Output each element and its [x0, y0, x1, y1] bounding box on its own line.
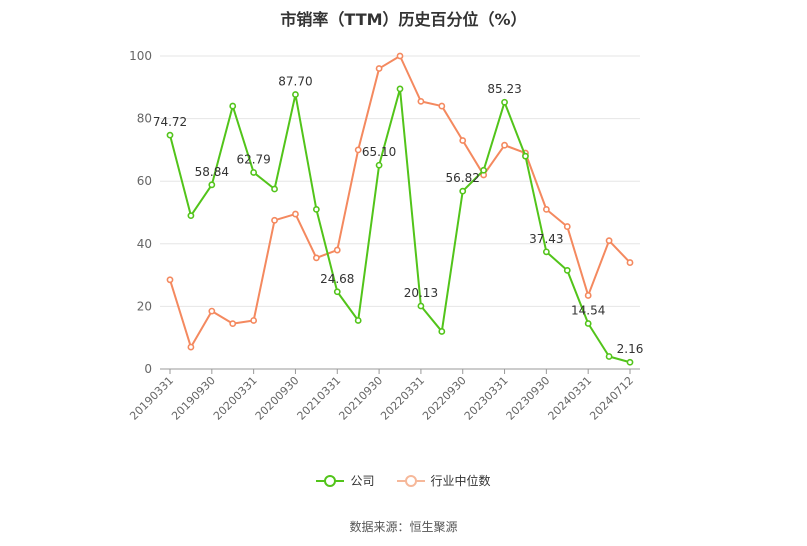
legend: 公司 行业中位数: [0, 472, 807, 489]
data-point-industry-median[interactable]: [605, 237, 613, 245]
data-point-company[interactable]: [605, 353, 613, 360]
data-label: 37.43: [529, 232, 563, 246]
data-point-company[interactable]: [375, 161, 383, 169]
data-point-company[interactable]: [354, 317, 362, 324]
data-label: 85.23: [487, 82, 521, 96]
legend-label-industry-median: 行业中位数: [430, 474, 491, 488]
data-label: 65.10: [362, 145, 396, 159]
x-tick-label: 20190930: [169, 374, 218, 423]
data-point-industry-median[interactable]: [166, 276, 174, 284]
legend-swatch-company: [316, 474, 345, 488]
y-tick-label: 100: [129, 49, 152, 63]
data-point-industry-median[interactable]: [229, 320, 237, 328]
data-point-industry-median[interactable]: [396, 52, 404, 60]
data-point-company[interactable]: [396, 85, 404, 93]
data-point-company[interactable]: [542, 248, 550, 256]
data-label: 58.84: [195, 165, 229, 179]
data-point-industry-median[interactable]: [250, 317, 258, 324]
data-point-industry-median[interactable]: [417, 97, 425, 105]
data-point-industry-median[interactable]: [459, 137, 467, 144]
data-point-company[interactable]: [312, 205, 320, 213]
x-tick-label: 20220930: [420, 374, 469, 423]
data-label: 56.82: [446, 171, 480, 185]
data-point-industry-median[interactable]: [501, 141, 508, 149]
x-tick-label: 20240712: [587, 374, 636, 423]
data-label: 87.70: [278, 74, 312, 88]
chart-title: 市销率（TTM）历史百分位（%）: [280, 10, 527, 29]
data-point-company[interactable]: [250, 169, 258, 176]
data-point-industry-median[interactable]: [354, 146, 362, 154]
data-point-company[interactable]: [187, 212, 195, 220]
legend-item-industry-median[interactable]: 行业中位数: [396, 472, 491, 489]
data-point-industry-median[interactable]: [292, 210, 299, 218]
data-labels: 74.72 58.84 62.79 87.70 24.68 65.10 20.13 56.82…: [153, 74, 644, 356]
y-tick-label: 40: [137, 237, 152, 251]
data-point-industry-median[interactable]: [626, 259, 634, 266]
data-label: 24.68: [320, 272, 354, 286]
y-tick-label: 20: [137, 299, 152, 313]
data-point-industry-median[interactable]: [563, 223, 571, 230]
data-point-company[interactable]: [480, 166, 488, 174]
data-point-industry-median[interactable]: [333, 246, 341, 254]
data-point-company[interactable]: [459, 187, 467, 195]
data-point-company[interactable]: [563, 267, 571, 274]
data-point-company[interactable]: [208, 181, 216, 189]
source-note: 数据来源：恒生聚源: [349, 520, 458, 534]
data-point-industry-median[interactable]: [375, 65, 383, 72]
x-tick-label: 20230331: [462, 374, 511, 423]
data-label: 74.72: [153, 115, 187, 129]
x-tick-label: 20200930: [253, 374, 302, 423]
x-tick-label: 20240331: [546, 374, 595, 423]
data-point-company[interactable]: [522, 152, 529, 160]
data-point-industry-median[interactable]: [438, 102, 446, 110]
data-point-industry-median[interactable]: [542, 205, 550, 213]
x-tick-label: 20190331: [127, 374, 176, 423]
series-line-company: [169, 87, 631, 364]
data-point-company[interactable]: [333, 288, 341, 296]
x-tick-label: 20220331: [378, 374, 427, 423]
data-point-industry-median[interactable]: [208, 307, 216, 315]
data-point-company[interactable]: [417, 302, 425, 310]
data-point-company[interactable]: [229, 102, 237, 110]
data-label: 2.16: [617, 342, 644, 356]
data-label: 62.79: [236, 152, 270, 166]
x-tick-label: 20210930: [336, 374, 385, 423]
data-point-company[interactable]: [501, 98, 508, 106]
x-tick-label: 20200331: [211, 374, 260, 423]
legend-item-company[interactable]: 公司: [316, 472, 375, 489]
x-tick-label: 20210331: [295, 374, 344, 423]
y-tick-label: 0: [144, 362, 152, 376]
grid-lines: [160, 55, 640, 370]
data-point-industry-median[interactable]: [187, 343, 195, 351]
y-tick-label: 60: [137, 174, 152, 188]
data-point-industry-median[interactable]: [271, 216, 278, 224]
legend-swatch-industry-median: [396, 474, 425, 488]
data-point-company[interactable]: [626, 358, 634, 366]
data-point-company[interactable]: [271, 185, 278, 193]
series-line-industry-median: [169, 55, 631, 349]
data-point-company[interactable]: [292, 91, 299, 98]
data-label: 14.54: [571, 303, 605, 317]
data-point-industry-median[interactable]: [312, 254, 320, 262]
legend-label-company: 公司: [350, 474, 375, 488]
y-tick-label: 80: [137, 112, 152, 126]
data-point-company[interactable]: [166, 131, 174, 139]
data-label: 20.13: [404, 286, 438, 300]
data-point-company[interactable]: [438, 328, 446, 335]
data-point-company[interactable]: [584, 320, 592, 327]
series-lines: [166, 52, 634, 366]
data-point-industry-median[interactable]: [584, 292, 592, 299]
x-tick-label: 20230930: [504, 374, 553, 423]
